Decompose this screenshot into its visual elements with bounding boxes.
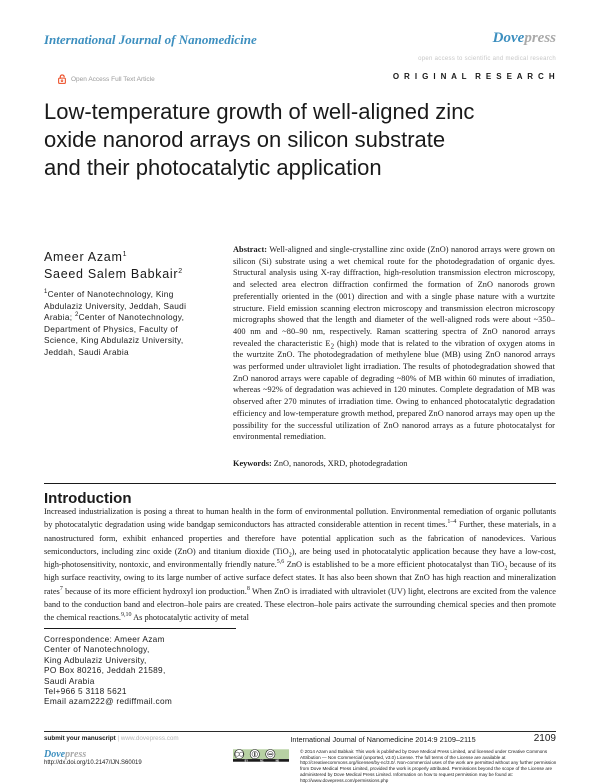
svg-text:ND: ND [276, 759, 280, 762]
svg-text:BY: BY [245, 759, 249, 762]
svg-text:NC: NC [260, 759, 264, 762]
